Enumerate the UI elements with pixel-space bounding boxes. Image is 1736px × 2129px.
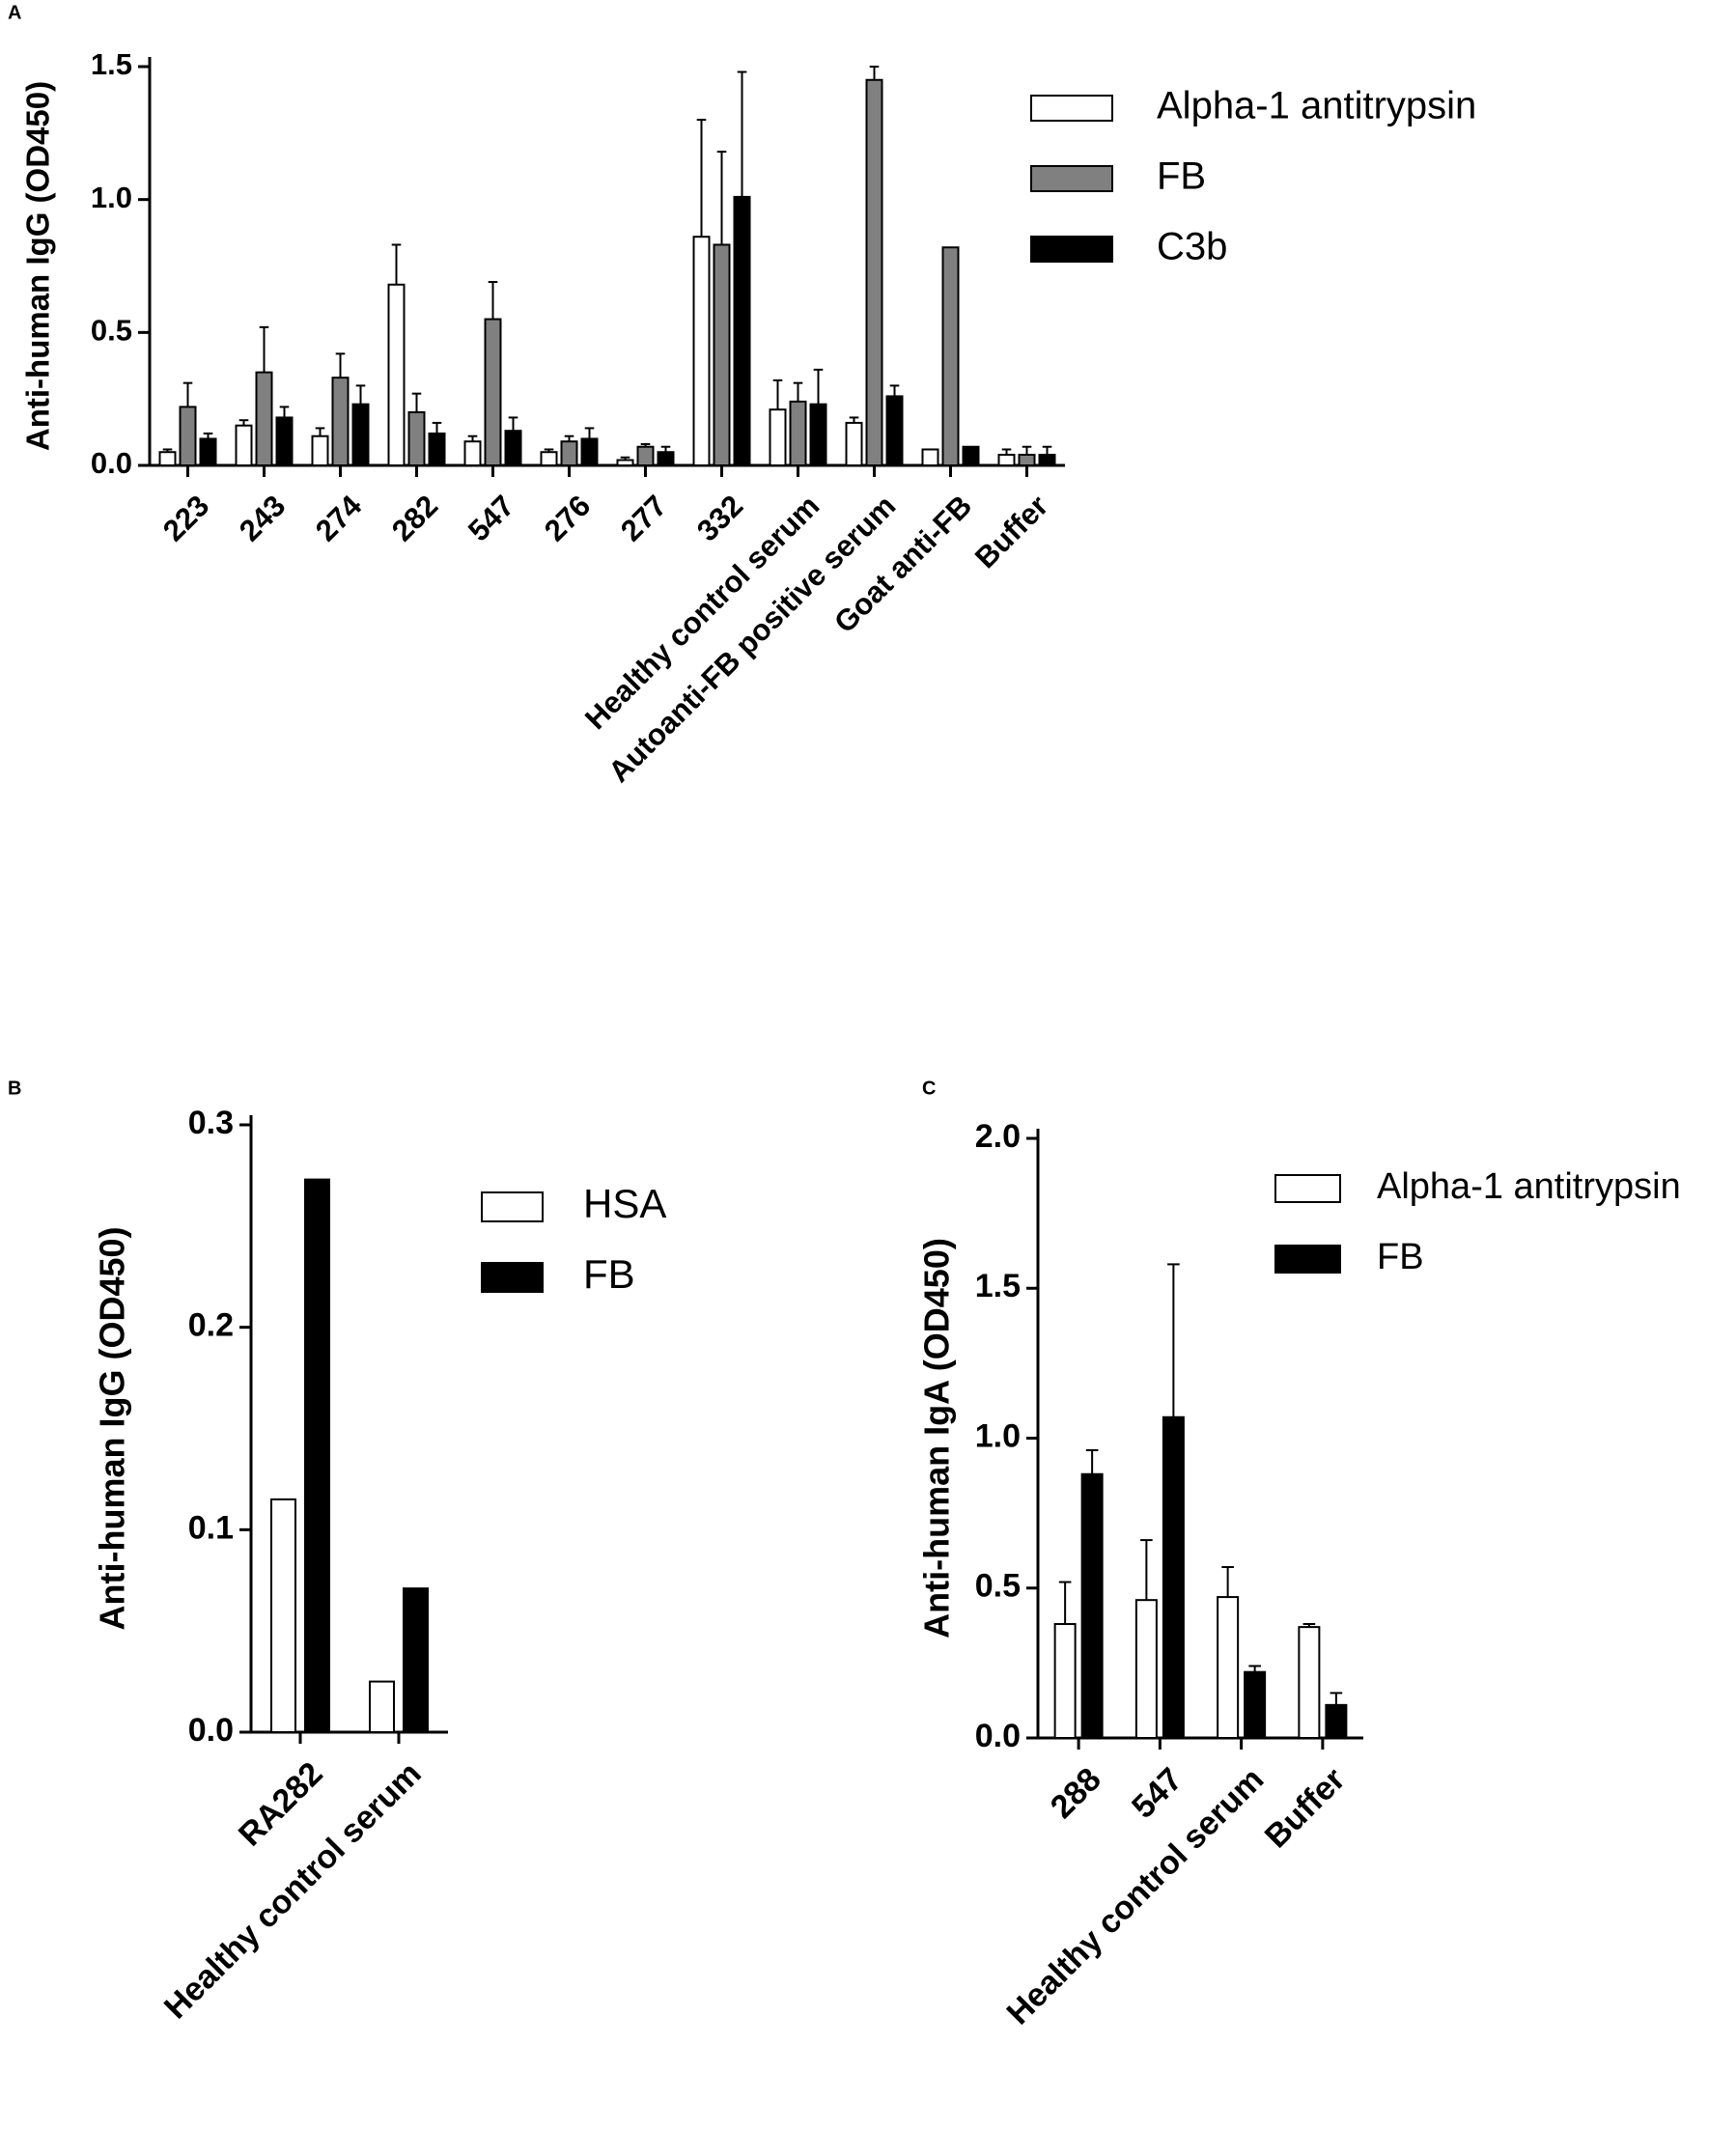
- y-tick-label: 1.0: [91, 181, 132, 214]
- bar: [1244, 1670, 1267, 1739]
- bar: [616, 459, 634, 467]
- panel-label: C: [922, 1078, 936, 1099]
- bar: [941, 246, 960, 466]
- bar: [540, 451, 558, 467]
- bar: [387, 283, 406, 467]
- x-tick-label: 282: [385, 489, 444, 547]
- legend-label: Alpha-1 antitrypsin: [1377, 1166, 1681, 1207]
- legend-swatch: [1274, 1174, 1341, 1203]
- y-tick-label: 2.0: [975, 1118, 1021, 1155]
- x-tick-label: 332: [690, 489, 749, 547]
- legend-swatch: [1030, 95, 1113, 122]
- legend-swatch: [481, 1262, 544, 1293]
- bar: [845, 421, 863, 466]
- bar: [255, 371, 273, 466]
- x-tick-label: RA282: [232, 1755, 330, 1854]
- bar: [179, 406, 197, 466]
- bar: [463, 440, 482, 467]
- bar: [636, 445, 655, 466]
- legend-label: C3b: [1157, 226, 1227, 268]
- legend-swatch: [1030, 236, 1113, 263]
- y-axis-title: Anti-human IgA (OD450): [917, 1238, 957, 1639]
- bar: [769, 408, 787, 466]
- bar: [809, 403, 827, 467]
- bar: [560, 440, 578, 467]
- panel-label: A: [8, 2, 21, 23]
- bar: [484, 318, 502, 467]
- bar: [921, 448, 939, 467]
- bar: [789, 400, 807, 467]
- legend-label: FB: [1377, 1237, 1424, 1277]
- bar: [692, 236, 711, 466]
- bar: [865, 78, 883, 467]
- bar: [407, 410, 426, 466]
- x-tick-label: 243: [233, 489, 292, 547]
- y-tick-label: 1.0: [975, 1417, 1021, 1454]
- bar: [885, 395, 904, 466]
- bar: [1038, 453, 1056, 466]
- x-tick-label: 277: [614, 489, 673, 547]
- y-axis-title: Anti-human IgG (OD450): [20, 81, 56, 451]
- bar: [580, 437, 599, 467]
- y-tick-label: 0.0: [91, 446, 132, 480]
- bar: [997, 453, 1016, 466]
- y-tick-label: 1.5: [975, 1268, 1021, 1304]
- legend-label: FB: [583, 1251, 635, 1297]
- x-tick-label: 274: [309, 489, 369, 548]
- y-tick-label: 0.1: [188, 1509, 234, 1546]
- legend-swatch: [481, 1191, 544, 1222]
- x-tick-label: 276: [538, 489, 597, 547]
- bar: [304, 1178, 330, 1733]
- legend-label: HSA: [583, 1181, 666, 1226]
- legend-label: Alpha-1 antitrypsin: [1157, 85, 1476, 127]
- bar: [1298, 1626, 1321, 1739]
- bar: [351, 403, 370, 467]
- bar: [199, 437, 217, 467]
- bar: [275, 416, 294, 467]
- bar: [270, 1498, 296, 1733]
- bar: [158, 451, 177, 467]
- bar: [428, 432, 446, 466]
- y-tick-label: 0.0: [188, 1712, 234, 1749]
- y-tick-label: 0.5: [91, 314, 132, 348]
- bar: [504, 430, 522, 466]
- legend-swatch: [1274, 1245, 1341, 1274]
- x-tick-label: Buffer: [1258, 1761, 1353, 1856]
- y-tick-label: 1.5: [91, 47, 132, 81]
- bar: [733, 195, 751, 466]
- y-tick-label: 0.5: [975, 1568, 1021, 1605]
- bar: [403, 1587, 429, 1734]
- legend-label: FB: [1157, 155, 1206, 198]
- x-tick-label: 547: [462, 489, 520, 547]
- panel-label: B: [8, 1078, 21, 1099]
- x-tick-label: Buffer: [968, 489, 1054, 574]
- x-tick-label: 288: [1044, 1761, 1108, 1826]
- bar: [657, 451, 675, 467]
- bar: [713, 243, 731, 466]
- bar: [1053, 1623, 1077, 1740]
- bar: [1018, 453, 1036, 466]
- y-axis-title: Anti-human IgG (OD450): [93, 1226, 132, 1630]
- y-tick-label: 0.2: [188, 1307, 234, 1344]
- bar: [1217, 1596, 1240, 1739]
- bar: [369, 1680, 395, 1734]
- bar: [1162, 1415, 1185, 1739]
- bar: [331, 377, 350, 467]
- y-tick-label: 0.3: [188, 1105, 234, 1141]
- bar: [1325, 1703, 1348, 1739]
- x-tick-label: 547: [1125, 1761, 1190, 1826]
- bar: [1134, 1599, 1158, 1740]
- legend-swatch: [1030, 165, 1113, 192]
- bar: [235, 424, 253, 467]
- bar: [311, 434, 329, 467]
- x-tick-label: 223: [156, 489, 215, 547]
- y-tick-label: 0.0: [975, 1718, 1021, 1754]
- bar: [962, 445, 980, 466]
- bar: [1080, 1472, 1104, 1739]
